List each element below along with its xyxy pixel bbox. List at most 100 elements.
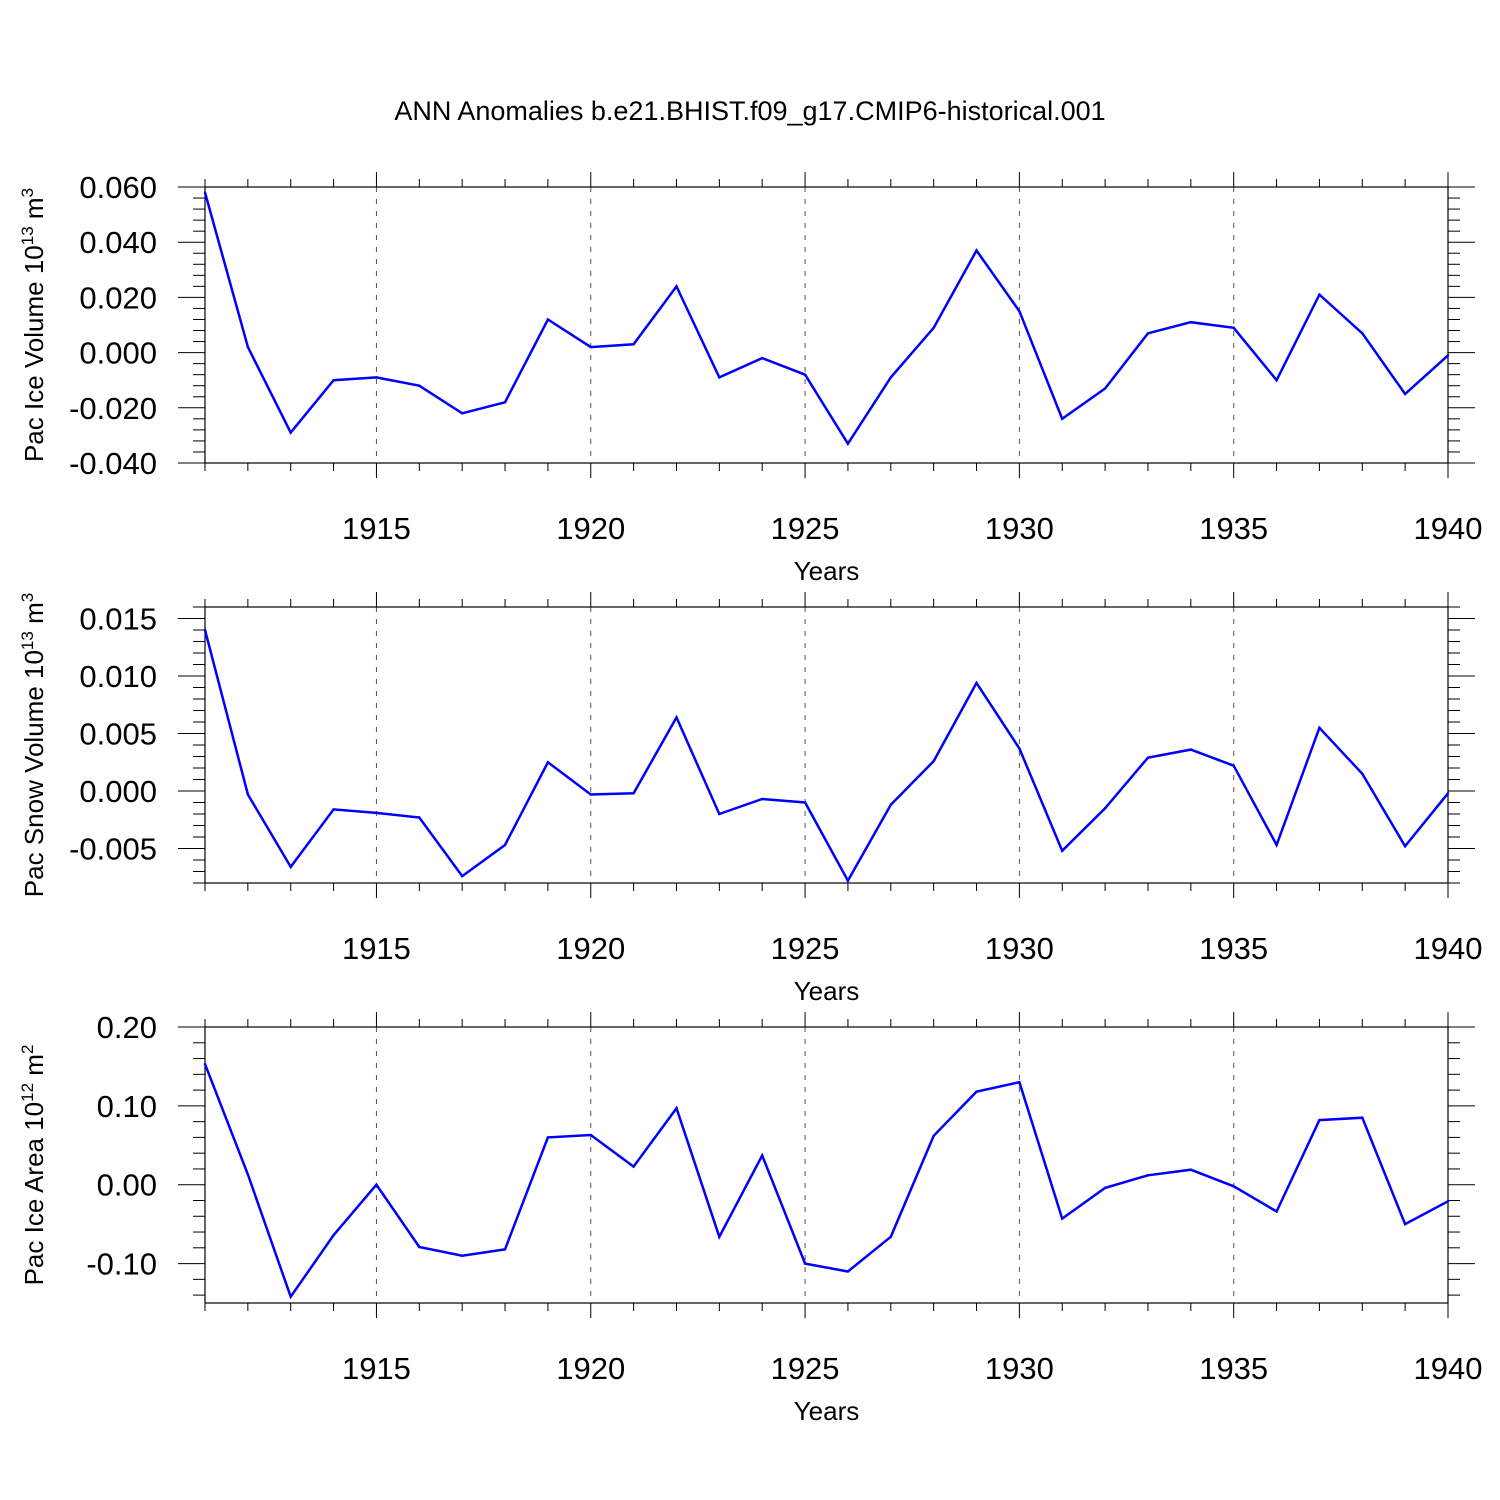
- x-tick-label: 1940: [1414, 931, 1483, 966]
- data-point: [203, 1062, 207, 1066]
- figure-title: ANN Anomalies b.e21.BHIST.f09_g17.CMIP6-…: [394, 96, 1106, 126]
- x-tick-label: 1915: [342, 931, 411, 966]
- data-point: [503, 1248, 507, 1251]
- data-point: [1403, 1222, 1407, 1226]
- data-point: [418, 816, 421, 819]
- data-point: [718, 1235, 721, 1238]
- x-tick-label: 1930: [985, 511, 1054, 546]
- data-point: [1061, 1217, 1064, 1220]
- x-tick-label: 1935: [1199, 1351, 1268, 1386]
- data-point: [1361, 332, 1364, 335]
- data-point: [418, 384, 421, 387]
- y-axis-label: Pac Snow Volume 1013 m3: [18, 593, 49, 897]
- data-point: [675, 285, 678, 288]
- data-point: [1018, 1081, 1021, 1084]
- x-axis-label: Years: [794, 556, 860, 586]
- data-point: [846, 442, 850, 445]
- data-point: [1446, 1200, 1450, 1203]
- data-point: [332, 808, 335, 811]
- y-tick-label: 0.020: [79, 280, 157, 315]
- data-point: [203, 191, 207, 194]
- y-tick-label: -0.005: [69, 832, 157, 867]
- x-tick-label: 1920: [556, 511, 625, 546]
- data-point: [1318, 293, 1321, 296]
- data-point: [761, 797, 764, 801]
- data-point: [632, 343, 635, 346]
- data-point: [1103, 387, 1107, 390]
- data-point: [1232, 326, 1235, 329]
- data-point: [761, 1154, 764, 1157]
- x-tick-label: 1925: [771, 931, 840, 966]
- data-point: [589, 345, 592, 349]
- data-point: [718, 812, 721, 816]
- x-tick-label: 1930: [985, 1351, 1054, 1386]
- data-point: [546, 761, 550, 764]
- data-point: [1189, 748, 1193, 751]
- chart-panel-2: -0.005 0.000 0.005 0.010 0.015 1915 1920 1925 19…: [18, 592, 1482, 1006]
- data-point: [846, 879, 850, 882]
- data-point: [1275, 1210, 1278, 1213]
- x-tick-label: 1925: [771, 511, 840, 546]
- x-tick-label: 1940: [1414, 1351, 1483, 1386]
- x-tick-label: 1915: [342, 511, 411, 546]
- x-tick-label: 1935: [1199, 511, 1268, 546]
- data-point: [289, 865, 292, 869]
- y-tick-label: 0.20: [97, 1010, 157, 1045]
- data-point: [460, 874, 464, 878]
- data-point: [803, 1262, 807, 1265]
- x-tick-label: 1935: [1199, 931, 1268, 966]
- data-point: [246, 1173, 250, 1176]
- data-point: [803, 373, 807, 376]
- x-axis-label: Years: [794, 1396, 860, 1426]
- data-point: [1018, 310, 1021, 313]
- data-point: [503, 843, 507, 847]
- x-tick-label: 1920: [556, 931, 625, 966]
- data-point: [932, 326, 935, 329]
- data-point: [1232, 764, 1235, 767]
- data-point: [889, 376, 892, 379]
- data-point: [1103, 807, 1107, 810]
- data-point: [889, 803, 892, 806]
- data-point: [503, 401, 507, 404]
- data-point: [1189, 321, 1193, 324]
- y-tick-label: 0.10: [97, 1089, 157, 1124]
- data-point: [632, 1165, 635, 1168]
- data-point: [975, 249, 978, 252]
- data-point: [761, 356, 764, 360]
- x-tick-label: 1915: [342, 1351, 411, 1386]
- data-point: [1146, 1174, 1150, 1177]
- data-point: [289, 431, 292, 434]
- data-point: [1361, 772, 1364, 775]
- data-point: [1275, 843, 1278, 847]
- data-point: [1189, 1168, 1193, 1171]
- y-tick-label: -0.10: [86, 1247, 157, 1282]
- data-point: [1061, 849, 1064, 852]
- y-axis-label: Pac Ice Area 1012 m2: [18, 1045, 49, 1286]
- data-point: [332, 1233, 335, 1237]
- x-tick-label: 1925: [771, 1351, 840, 1386]
- data-point: [546, 318, 550, 321]
- y-tick-label: -0.040: [69, 446, 157, 481]
- y-tick-label: 0.000: [79, 336, 157, 371]
- chart-panel-1: -0.040 -0.020 0.000 0.020 0.040 0.060 1915 1920…: [18, 170, 1482, 586]
- data-point: [246, 345, 250, 349]
- data-point: [632, 792, 635, 795]
- y-tick-label: 0.000: [79, 774, 157, 809]
- data-point: [460, 1254, 464, 1257]
- data-point: [1403, 392, 1407, 396]
- data-point: [846, 1270, 850, 1273]
- data-point: [1361, 1116, 1364, 1119]
- chart-panel-3: -0.10 0.00 0.10 0.20 1915 1920 1925 1930 1935 194…: [18, 1010, 1482, 1426]
- series-line: [203, 1063, 1449, 1300]
- y-tick-label: -0.020: [69, 391, 157, 426]
- y-tick-label: 0.005: [79, 717, 157, 752]
- data-point: [332, 379, 335, 382]
- data-point: [718, 376, 721, 379]
- data-point: [1318, 1118, 1321, 1122]
- data-point: [1318, 726, 1321, 729]
- data-point: [675, 716, 678, 719]
- data-point: [889, 1235, 892, 1238]
- data-point: [203, 628, 207, 632]
- data-point: [1103, 1186, 1107, 1190]
